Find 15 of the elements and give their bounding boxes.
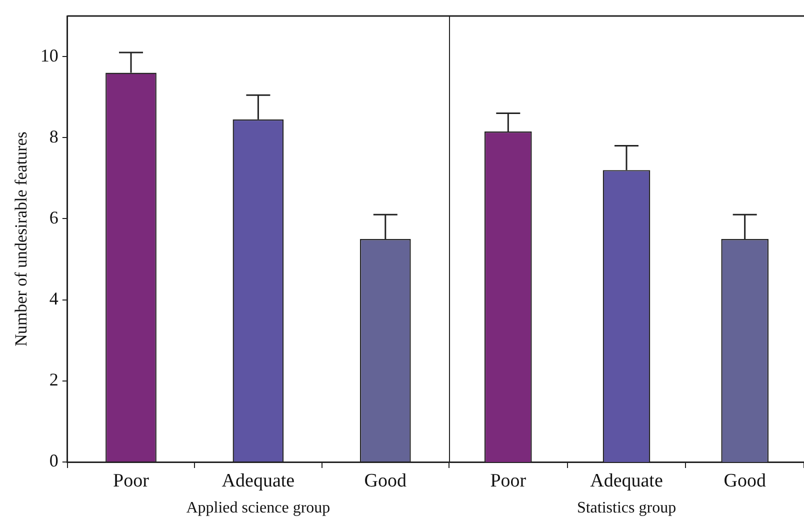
y-tick-label: 6 bbox=[49, 207, 58, 228]
x-axis-title: Statistics group bbox=[576, 500, 676, 517]
x-tick-label: Poor bbox=[113, 470, 150, 492]
x-tick-label: Good bbox=[724, 470, 766, 492]
x-tick-label: Adequate bbox=[222, 470, 295, 492]
x-tick-label: Poor bbox=[490, 470, 527, 492]
y-tick-label: 2 bbox=[49, 370, 58, 390]
y-axis-title: Number of undesirable features bbox=[12, 132, 31, 346]
x-tick-label: Good bbox=[364, 470, 408, 492]
y-tick-label: 8 bbox=[49, 126, 58, 146]
x-axis-title: Applied science group bbox=[186, 500, 330, 517]
y-tick-label: 4 bbox=[49, 288, 58, 309]
x-tick-label: Adequate bbox=[590, 470, 663, 492]
y-tick-label: 0 bbox=[49, 450, 58, 471]
y-tick-label: 10 bbox=[40, 45, 58, 66]
